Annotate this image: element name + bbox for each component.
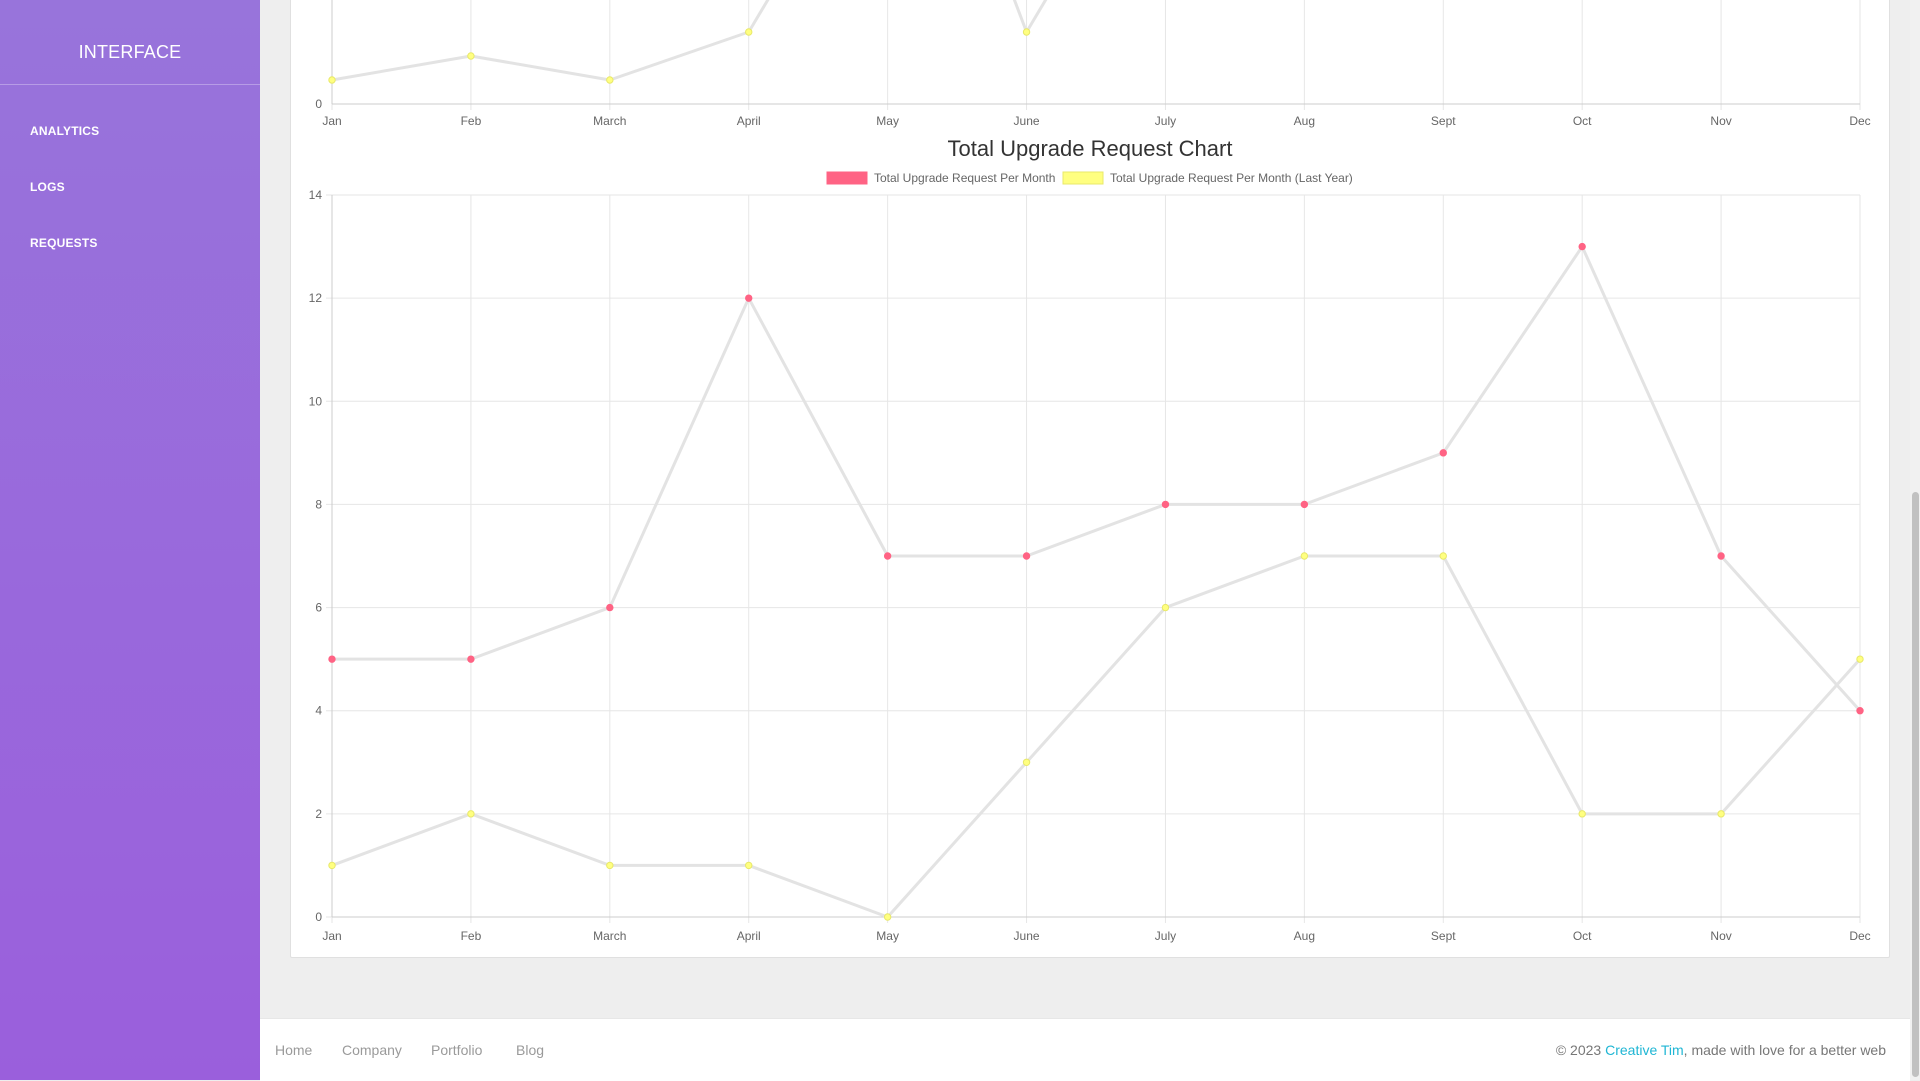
sidebar: INTERFACE ANALYTICS LOGS REQUESTS [0, 0, 260, 1080]
footer: Home Company Portfolio Blog © 2023 Creat… [260, 1018, 1910, 1081]
sidebar-divider [0, 84, 260, 85]
sidebar-brand[interactable]: INTERFACE [78, 42, 182, 62]
copyright-suffix: , made with love for a better web [1683, 1042, 1886, 1058]
chart-card [290, 0, 1890, 958]
scrollbar[interactable] [1910, 0, 1920, 1080]
sidebar-item-requests[interactable]: REQUESTS [30, 236, 98, 250]
footer-link-home[interactable]: Home [275, 1042, 313, 1058]
scrollbar-thumb[interactable] [1912, 492, 1919, 1077]
footer-copyright: © 2023 Creative Tim, made with love for … [1556, 1042, 1886, 1058]
footer-link-company[interactable]: Company [342, 1042, 402, 1058]
copyright-prefix: © 2023 [1555, 1042, 1606, 1058]
sidebar-item-analytics[interactable]: ANALYTICS [30, 124, 100, 138]
creative-tim-link[interactable]: Creative Tim [1605, 1042, 1684, 1058]
footer-link-blog[interactable]: Blog [516, 1042, 545, 1058]
main-content [260, 0, 1920, 1080]
footer-link-portfolio[interactable]: Portfolio [431, 1042, 483, 1058]
sidebar-item-logs[interactable]: LOGS [30, 180, 65, 194]
